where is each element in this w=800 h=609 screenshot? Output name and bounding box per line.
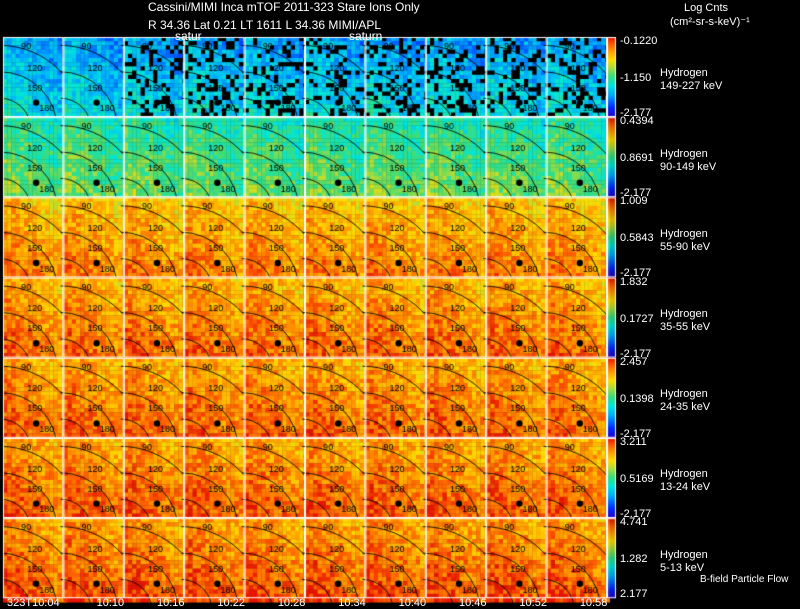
colorbar-mid-label: 0.5843 (620, 232, 654, 245)
colorbar-mid-label: -1.150 (620, 72, 652, 84)
colorbar-min-label: 2.177 (620, 588, 648, 601)
colorbar-mid-label: 0.8691 (620, 152, 654, 165)
units-title: Log Cnts (684, 2, 729, 14)
channel-energy: 55-90 keV (660, 240, 711, 253)
channel-species: Hydrogen (660, 548, 708, 561)
colorbar-max-label: 1.832 (620, 275, 648, 288)
colorbar-mid-label: 1.282 (620, 553, 648, 566)
time-tick-label: 10:22 (217, 597, 245, 609)
channel-energy: 13-24 keV (660, 481, 711, 494)
channel-energy: 90-149 keV (660, 160, 717, 173)
channel-energy: 5-13 keV (660, 561, 705, 574)
channel-energy: 35-55 keV (660, 321, 711, 333)
title-line-1: Cassini/MIMI Inca mTOF 2011-323 Stare Io… (148, 0, 420, 14)
channel-species: Hydrogen (660, 67, 708, 80)
colorbar-min-label: -2.177 (620, 267, 652, 280)
colorbar-max-label: 2.457 (620, 355, 648, 368)
units-subtitle: (cm²-sr-s-keV)⁻¹ (670, 16, 750, 28)
time-tick-label: 10:28 (277, 597, 306, 609)
channel-energy: 24-35 keV (660, 401, 711, 414)
time-tick-label: 10:58 (579, 597, 608, 609)
colorbar-mid-label: 0.1398 (620, 392, 654, 405)
colorbar-max-label: 1.009 (620, 195, 648, 208)
legend-bfield-particle-flow: B-field Particle Flow (700, 574, 789, 585)
time-tick-label: 323T10:04 (7, 597, 60, 609)
time-tick-label: 10:52 (519, 597, 547, 609)
colorbar-max-label: 0.4394 (620, 115, 654, 128)
channel-species: Hydrogen (660, 308, 708, 320)
channel-energy: 149-227 keV (660, 80, 723, 93)
saturn-label-1: satur (175, 29, 202, 43)
colorbar-min-label: -2.177 (620, 427, 652, 440)
colorbar-min-label: -2.177 (620, 508, 652, 520)
channel-species: Hydrogen (660, 147, 708, 160)
colorbar-mid-label: 0.1727 (620, 312, 654, 325)
colorbar-max-label: 4.741 (620, 516, 648, 529)
channel-species: Hydrogen (660, 468, 708, 481)
colorbar-max-label: 3.211 (620, 436, 647, 448)
colorbar-max-label: -0.1220 (620, 35, 658, 47)
colorbar-min-label: -2.177 (620, 107, 652, 119)
time-tick-label: 10:16 (157, 597, 185, 609)
time-tick-label: 10:46 (459, 597, 487, 609)
title-line-2: R 34.36 Lat 0.21 LT 1611 L 34.36 MIMI/AP… (148, 18, 382, 32)
saturn-label-2: saturn (349, 29, 383, 43)
channel-species: Hydrogen (660, 388, 708, 401)
colorbar-min-label: -2.177 (620, 347, 652, 360)
colorbar-min-label: -2.177 (620, 187, 652, 200)
time-tick-label: 10:34 (338, 597, 366, 609)
channel-species: Hydrogen (660, 227, 708, 240)
colorbar-mid-label: 0.5169 (620, 473, 654, 485)
time-tick-label: 10:10 (96, 597, 125, 609)
time-tick-label: 10:40 (398, 597, 427, 609)
